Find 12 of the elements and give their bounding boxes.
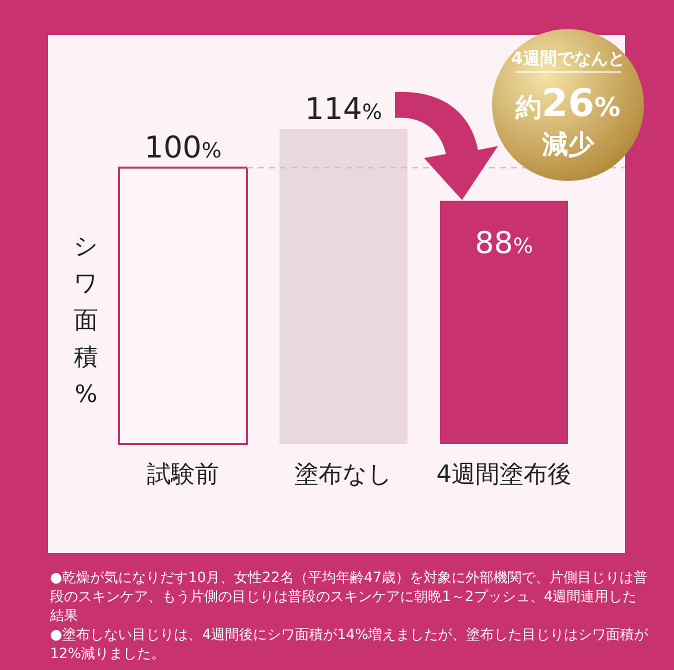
text: 約26% <box>514 81 620 125</box>
text: 4週間でなんと <box>511 49 625 69</box>
x-tick-label: 4週間塗布後 <box>436 460 572 488</box>
text: ●塗布しない目じりは、4週間後にシワ面積が14%増えましたが、塗布した目じりはシワ面積が12%減りました。 <box>50 626 650 662</box>
x-tick-label: 塗布なし <box>294 460 392 488</box>
x-tick-label: 試験前 <box>147 460 219 488</box>
data-label: 100% <box>144 130 222 166</box>
y-axis-title: シワ面積% <box>74 232 98 408</box>
data-label: 114% <box>304 92 382 127</box>
text: ●乾燥が気になりだす10月、女性22名（平均年齢47歳）を対象に外部機関で、片側目じりは普段のスキンケア、もう片側の目じりは普段のスキンケアに朝晩1～2プッシュ、4週間連用した結果 <box>49 569 648 624</box>
annotation: 減少 <box>541 130 595 160</box>
data-label: 88% <box>474 226 534 261</box>
